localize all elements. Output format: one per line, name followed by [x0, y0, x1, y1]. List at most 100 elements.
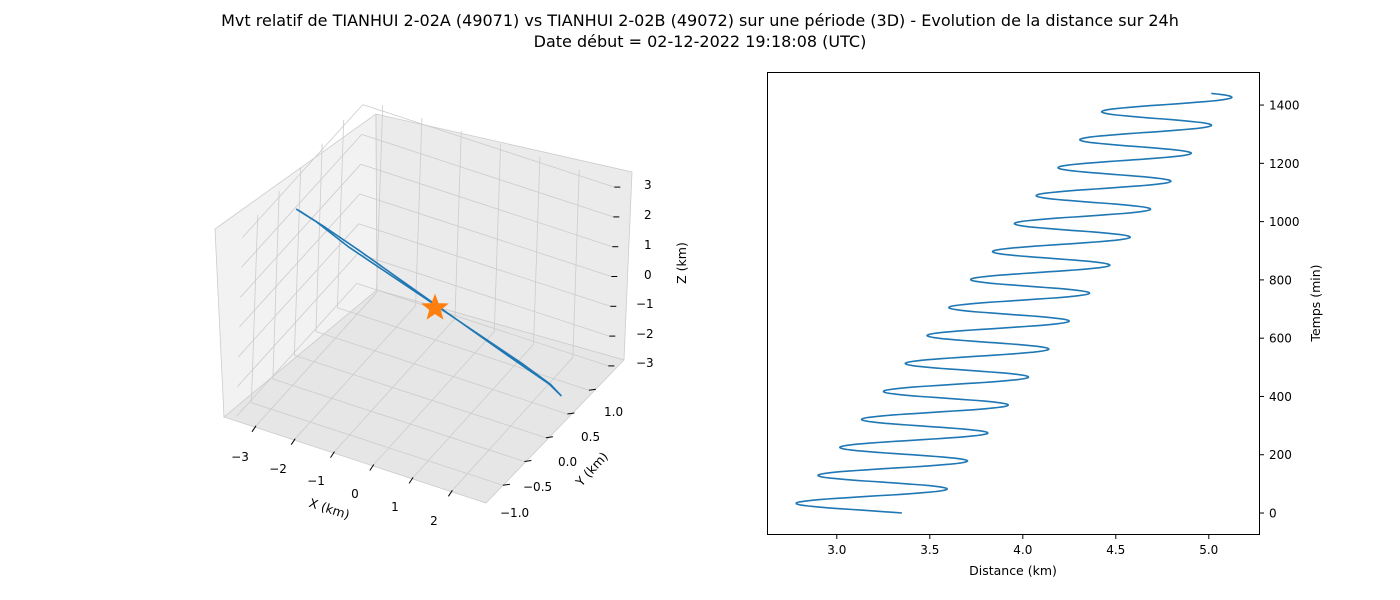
- grid-line: [533, 156, 541, 345]
- y-tick-label: 1000: [1269, 215, 1300, 229]
- grid-lines-3d: [236, 104, 615, 491]
- z-tick-label: 1: [644, 238, 652, 252]
- x-tick-label: 0: [351, 487, 359, 501]
- z-tick-label: −2: [636, 327, 654, 341]
- x-tick-mark: [408, 477, 414, 484]
- grid-line: [272, 378, 525, 462]
- y-tick-label: 1200: [1269, 157, 1300, 171]
- x-tick-label: 3.5: [920, 543, 939, 557]
- y-tick-label: 800: [1269, 273, 1292, 287]
- grid-line: [572, 169, 580, 358]
- x-tick-label: −2: [269, 462, 287, 476]
- x-tick-label: −3: [231, 450, 249, 464]
- grid-line: [373, 331, 495, 465]
- x-tick-mark: [369, 464, 375, 471]
- grid-line: [359, 193, 612, 277]
- y-tick-labels: −1.0 −0.5 0.0 0.5 1.0: [500, 405, 623, 520]
- z-axis-label: Z (km): [674, 242, 689, 284]
- grid-line: [412, 344, 534, 478]
- x-axis-label: Distance (km): [969, 563, 1057, 578]
- z-tick-labels: 3 2 1 0 −1 −2 −3: [636, 178, 654, 370]
- y-tick-label: 0: [1269, 507, 1277, 521]
- distance-line: [795, 92, 1233, 514]
- grid-line: [238, 223, 360, 358]
- grid-line: [242, 104, 364, 238]
- grid-line: [236, 283, 358, 417]
- x-axis-label: X (km): [307, 495, 351, 522]
- grid-line: [357, 253, 610, 337]
- z-tick-label: −1: [636, 297, 654, 311]
- grid-line: [361, 134, 614, 218]
- y-tick-label: 600: [1269, 332, 1292, 346]
- x-tick-label: 4.0: [1013, 543, 1032, 557]
- orbit-3d-subplot: −3 −2 −1 0 1 2 X (km) −1.0 −0.5 0.0 0.5 …: [214, 104, 689, 528]
- grid-line: [239, 193, 361, 328]
- grid-line: [294, 305, 416, 439]
- grid-line: [337, 307, 590, 391]
- distance-time-subplot: 3.0 3.5 4.0 4.5 5.0 0 200 400 600 800 1000 1200 140…: [767, 72, 1323, 578]
- y-tick-mark: [524, 460, 532, 462]
- y-tick-label: −1.0: [500, 506, 529, 520]
- grid-line: [294, 354, 547, 439]
- grid-line: [337, 119, 345, 308]
- z-tick-label: 3: [644, 178, 652, 192]
- x-tick-mark: [251, 425, 257, 433]
- y-tick-label: 1400: [1269, 99, 1300, 113]
- x-tick-label: 5.0: [1199, 543, 1218, 557]
- grid-line: [356, 283, 609, 367]
- x-tick-label: 3.0: [827, 543, 846, 557]
- grid-line: [251, 214, 259, 403]
- y-axis-label: Y (km): [572, 449, 611, 490]
- x-ticks: 3.0 3.5 4.0 4.5 5.0: [827, 534, 1218, 557]
- tick-marks-3d: [251, 186, 621, 497]
- grid-line: [241, 134, 363, 268]
- x-tick-mark: [447, 490, 453, 497]
- x-tick-mark: [290, 438, 296, 445]
- grid-line: [237, 253, 359, 387]
- y-tick-label: −0.5: [523, 480, 552, 494]
- grid-line: [358, 223, 611, 307]
- y-tick-label: 1.0: [604, 405, 623, 419]
- floor-pane: [223, 289, 625, 504]
- y-tick-mark: [567, 412, 575, 415]
- x-tick-label: −1: [307, 474, 325, 488]
- x-tick-label: 2: [430, 514, 438, 528]
- y-tick-mark: [545, 436, 553, 439]
- grid-line: [315, 143, 323, 332]
- grid-line: [240, 163, 362, 298]
- grid-line: [376, 105, 384, 293]
- grid-line: [334, 318, 456, 452]
- axes-frame: [767, 72, 1260, 535]
- grid-line: [255, 292, 377, 427]
- grid-line: [294, 167, 302, 356]
- z-tick-label: −3: [636, 356, 654, 370]
- z-tick-label: 0: [644, 268, 652, 282]
- y-tick-label: 0.0: [558, 455, 577, 469]
- y-axis-label: Temps (min): [1308, 264, 1323, 342]
- grid-line: [452, 357, 574, 491]
- x-tick-labels: −3 −2 −1 0 1 2: [231, 450, 438, 528]
- origin-star-marker: [421, 293, 449, 320]
- x-tick-mark: [330, 451, 335, 458]
- grid-line: [493, 143, 501, 332]
- y-tick-label: 400: [1269, 390, 1292, 404]
- title-line-1: Mvt relatif de TIANHUI 2-02A (49071) vs …: [221, 11, 1179, 30]
- y-tick-label: 0.5: [581, 430, 600, 444]
- grid-line: [415, 117, 423, 306]
- y-tick-mark: [588, 388, 596, 391]
- grid-line: [272, 191, 280, 380]
- y-tick-label: 200: [1269, 448, 1292, 462]
- grid-line: [360, 163, 613, 248]
- title-line-2: Date début = 02-12-2022 19:18:08 (UTC): [534, 32, 867, 51]
- grid-line: [315, 331, 568, 415]
- x-tick-label: 4.5: [1106, 543, 1125, 557]
- z-tick-label: 2: [644, 208, 652, 222]
- grid-line: [251, 402, 504, 486]
- orbit-line: [295, 208, 562, 397]
- x-tick-label: 1: [391, 500, 399, 514]
- grid-line: [362, 104, 615, 188]
- y-tick-mark: [502, 483, 510, 486]
- y-ticks: 0 200 400 600 800 1000 1200 1400: [1259, 99, 1300, 521]
- grid-line: [454, 130, 462, 319]
